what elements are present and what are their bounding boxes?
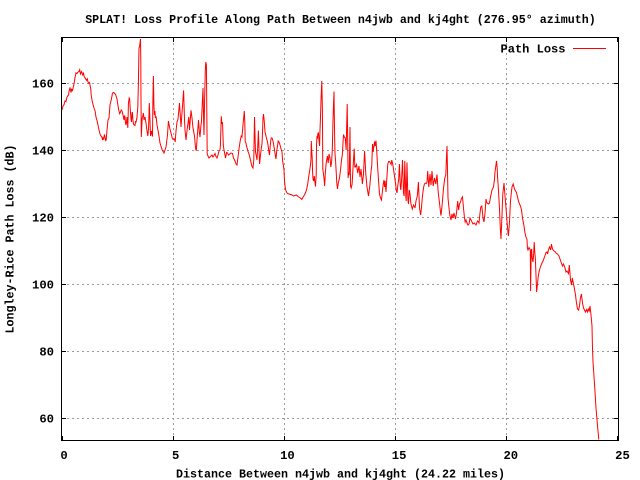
svg-text:140: 140 [32,145,54,159]
svg-text:5: 5 [172,449,179,463]
svg-text:Longley-Rice Path Loss (dB): Longley-Rice Path Loss (dB) [4,145,18,334]
svg-text:80: 80 [39,346,54,360]
svg-text:Path Loss: Path Loss [501,43,566,57]
svg-text:100: 100 [32,279,54,293]
svg-text:20: 20 [503,449,518,463]
svg-text:SPLAT! Loss Profile Along Path: SPLAT! Loss Profile Along Path Between n… [85,13,596,27]
svg-text:10: 10 [280,449,295,463]
svg-text:25: 25 [615,449,630,463]
svg-text:Distance Between n4jwb and kj4: Distance Between n4jwb and kj4ght (24.22… [176,468,505,480]
svg-text:15: 15 [392,449,407,463]
svg-text:120: 120 [32,212,54,226]
svg-text:0: 0 [60,449,67,463]
svg-text:60: 60 [39,413,54,427]
svg-text:160: 160 [32,78,54,92]
